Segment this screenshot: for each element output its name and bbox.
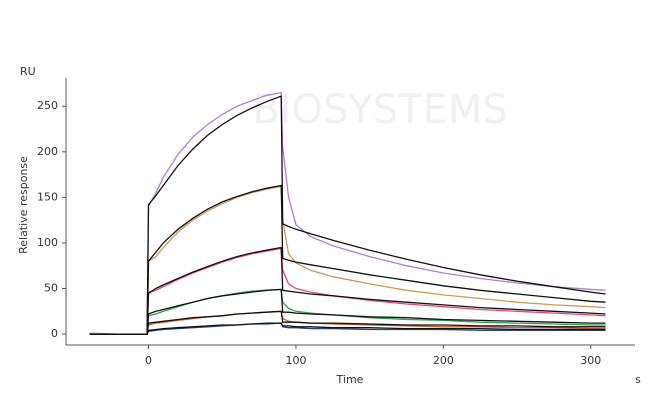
y-tick-label: 200	[37, 145, 58, 158]
y-tick-label: 50	[44, 282, 58, 295]
series-line	[89, 91, 606, 335]
y-tick-label: 150	[37, 190, 58, 203]
series-line	[89, 184, 606, 335]
series-line	[89, 310, 606, 335]
x-unit: s	[635, 373, 641, 386]
x-tick-label: 100	[285, 354, 306, 367]
y-unit: RU	[20, 65, 36, 78]
y-tick-label: 100	[37, 236, 58, 249]
series-line	[89, 288, 606, 335]
x-tick-label: 200	[433, 354, 454, 367]
series-line	[89, 95, 606, 335]
x-tick-label: 300	[580, 354, 601, 367]
watermark: BIOSYSTEMS	[252, 87, 508, 133]
y-tick-label: 0	[51, 327, 58, 340]
x-axis-label: Time	[336, 373, 364, 386]
y-tick-label: 250	[37, 99, 58, 112]
y-axis-label: Relative response	[17, 156, 30, 254]
series-line	[89, 322, 606, 335]
x-tick-label: 0	[145, 354, 152, 367]
series-line	[89, 246, 606, 335]
